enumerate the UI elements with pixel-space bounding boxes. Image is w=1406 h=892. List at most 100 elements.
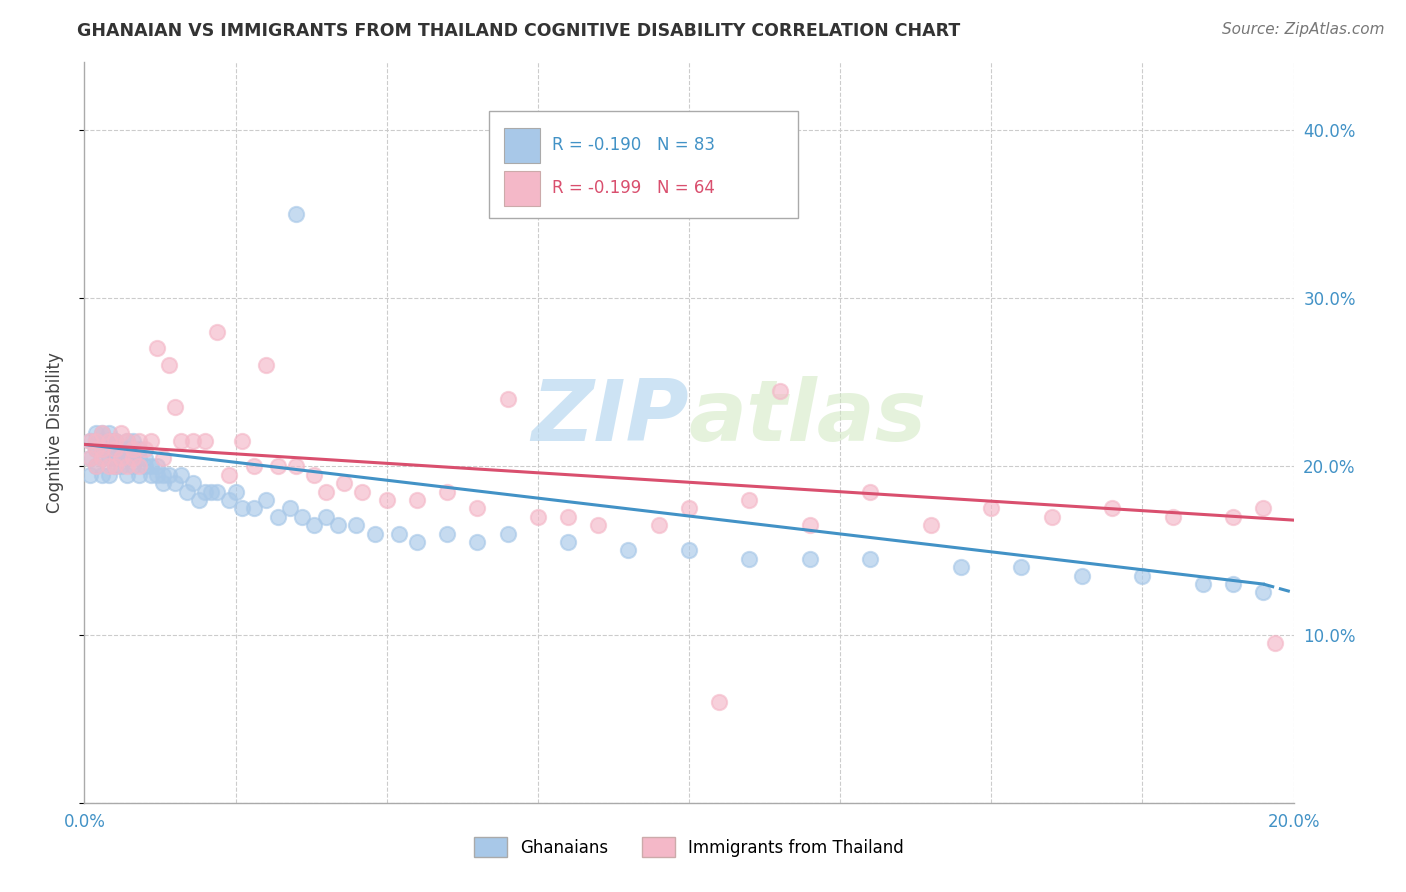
Point (254, 359, 277, 373)
Point (557, 509, 579, 524)
Point (1071, 568, 1094, 582)
Point (104, 442, 127, 457)
Point (121, 450, 143, 465)
Point (363, 526, 385, 541)
Point (86, 434, 108, 448)
Point (406, 492, 429, 507)
Point (91, 425, 114, 440)
Point (231, 434, 253, 448)
Point (128, 459, 150, 474)
Point (1264, 636, 1286, 650)
Point (678, 501, 700, 516)
Point (225, 484, 247, 499)
Point (121, 434, 143, 448)
Point (104, 434, 127, 448)
Point (181, 434, 204, 448)
Point (110, 450, 132, 465)
Point (678, 543, 700, 558)
Point (267, 459, 290, 474)
Point (588, 518, 610, 533)
Text: R = -0.190   N = 83: R = -0.190 N = 83 (553, 136, 716, 154)
Point (79, 450, 101, 465)
Point (115, 442, 138, 457)
Point (115, 467, 138, 482)
Point (79, 434, 101, 448)
Point (146, 467, 169, 482)
Point (79, 434, 101, 448)
Point (97, 459, 120, 474)
Point (648, 518, 671, 533)
Point (194, 434, 217, 448)
Point (152, 450, 174, 465)
Point (769, 384, 792, 398)
Point (291, 509, 314, 524)
Point (104, 434, 127, 448)
Point (97, 467, 120, 482)
Legend: Ghanaians, Immigrants from Thailand: Ghanaians, Immigrants from Thailand (474, 837, 904, 857)
Point (139, 459, 162, 474)
Point (110, 425, 132, 440)
Point (799, 518, 821, 533)
Point (346, 518, 368, 533)
Point (91, 442, 114, 457)
Point (128, 434, 150, 448)
Point (134, 442, 156, 457)
Point (315, 509, 337, 524)
Point (285, 207, 308, 221)
FancyBboxPatch shape (489, 111, 797, 218)
Text: R = -0.199   N = 64: R = -0.199 N = 64 (553, 179, 716, 197)
Point (267, 509, 290, 524)
Point (139, 434, 162, 448)
Point (86, 425, 108, 440)
Y-axis label: Cognitive Disability: Cognitive Disability (45, 352, 63, 513)
Point (738, 551, 761, 566)
Point (176, 484, 198, 499)
Point (170, 434, 193, 448)
Point (157, 359, 180, 373)
Point (97, 425, 120, 440)
Point (388, 526, 411, 541)
Point (115, 434, 138, 448)
Point (79, 450, 101, 465)
Point (128, 467, 150, 482)
Point (121, 450, 143, 465)
Point (115, 450, 138, 465)
Point (194, 484, 217, 499)
Point (799, 551, 821, 566)
Text: Source: ZipAtlas.com: Source: ZipAtlas.com (1222, 22, 1385, 37)
Point (200, 484, 222, 499)
Point (1040, 509, 1063, 524)
Point (86, 442, 108, 457)
Point (406, 535, 429, 549)
Point (207, 325, 229, 339)
Point (97, 450, 120, 465)
Point (188, 492, 211, 507)
Point (139, 467, 162, 482)
Point (181, 476, 204, 491)
Point (91, 442, 114, 457)
Point (91, 434, 114, 448)
Point (1161, 509, 1184, 524)
Point (146, 342, 169, 356)
Point (496, 526, 519, 541)
Point (920, 518, 942, 533)
Point (128, 450, 150, 465)
Point (121, 442, 143, 457)
Point (86, 442, 108, 457)
Point (436, 526, 458, 541)
Text: GHANAIAN VS IMMIGRANTS FROM THAILAND COGNITIVE DISABILITY CORRELATION CHART: GHANAIAN VS IMMIGRANTS FROM THAILAND COG… (77, 22, 960, 40)
Point (1253, 585, 1275, 599)
Point (254, 492, 277, 507)
Point (738, 492, 761, 507)
Point (104, 442, 127, 457)
Point (110, 442, 132, 457)
Point (91, 467, 114, 482)
FancyBboxPatch shape (503, 128, 540, 163)
Point (1222, 577, 1244, 591)
Point (980, 501, 1002, 516)
Point (950, 560, 973, 574)
Point (218, 467, 240, 482)
Text: ZIP: ZIP (531, 376, 689, 459)
Point (527, 509, 550, 524)
Point (333, 476, 356, 491)
